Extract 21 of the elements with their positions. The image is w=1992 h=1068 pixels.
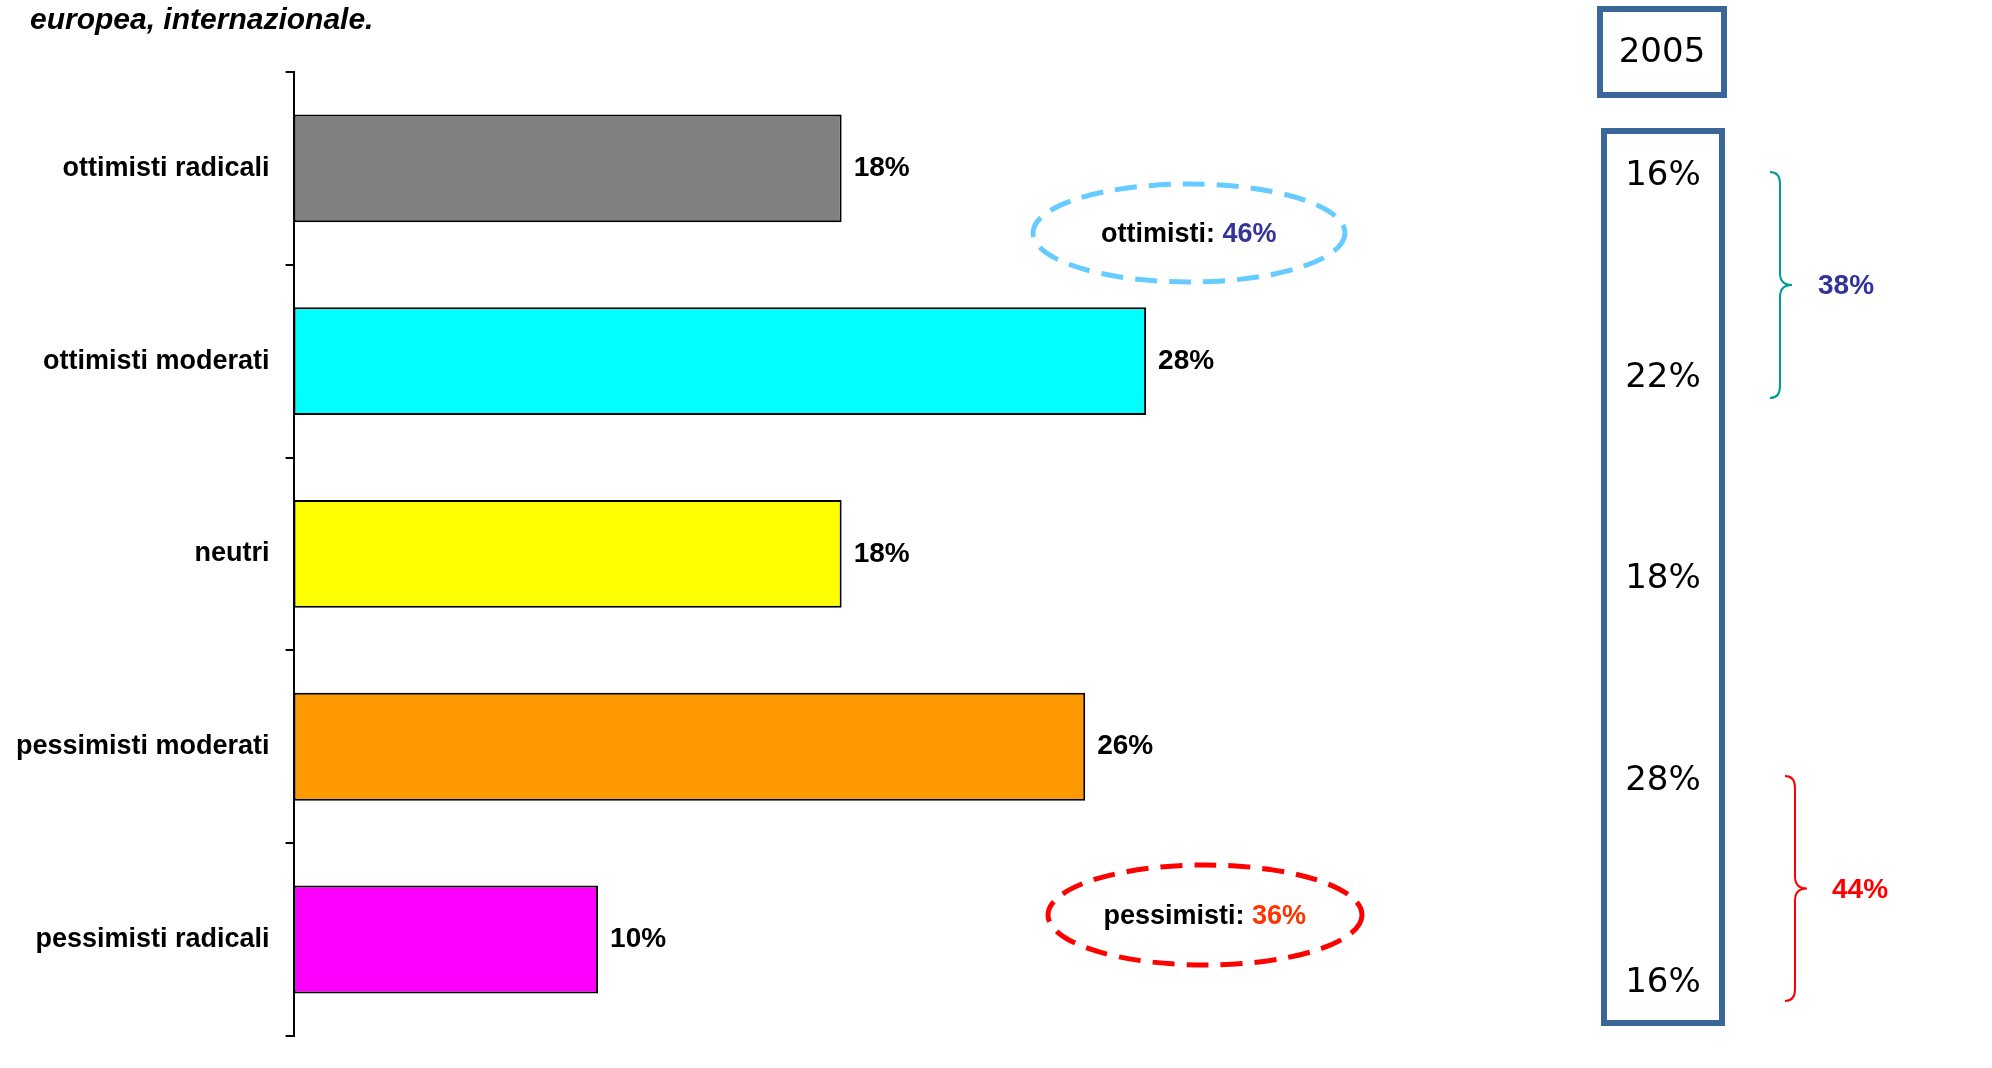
- annotation: ottimisti: 46%: [1101, 217, 1277, 248]
- data-label: 18%: [853, 151, 910, 183]
- data-label: 26%: [1097, 729, 1154, 761]
- y-tick-label: pessimisti moderati: [15, 730, 270, 761]
- text: 2005: [1617, 30, 1707, 70]
- text: 28%: [1624, 758, 1702, 798]
- text: 44%: [1832, 872, 1889, 905]
- data-label: 10%: [610, 922, 667, 954]
- chart-title: europea, internazionale.: [30, 2, 374, 36]
- text: 18%: [1624, 556, 1702, 596]
- y-tick-label: ottimisti radicali: [62, 151, 270, 182]
- text: 16%: [1624, 153, 1702, 193]
- annotation: pessimisti: 36%: [1103, 899, 1307, 930]
- data-label: 28%: [1158, 343, 1215, 375]
- text: 38%: [1818, 269, 1875, 301]
- y-tick-label: neutri: [194, 537, 270, 568]
- y-tick-label: ottimisti moderati: [43, 344, 270, 375]
- text: 22%: [1624, 355, 1702, 395]
- y-tick-label: pessimisti radicali: [35, 922, 270, 953]
- data-label: 18%: [853, 536, 910, 568]
- text: 16%: [1624, 960, 1702, 1000]
